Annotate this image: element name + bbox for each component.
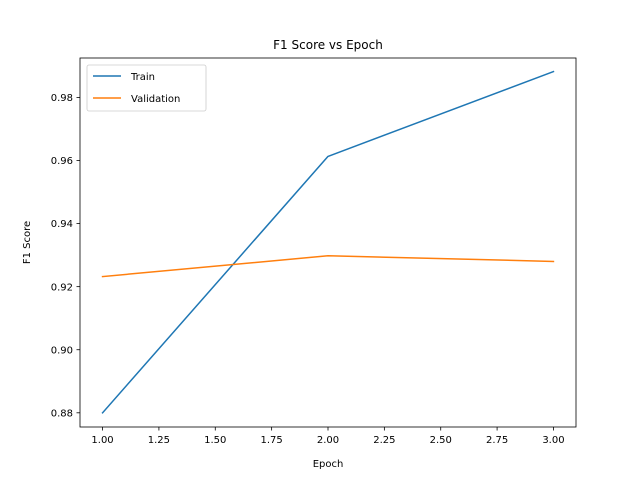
x-tick-label: 2.50 [430, 435, 452, 446]
y-axis-label: F1 Score [22, 221, 33, 264]
y-tick-label: 0.88 [51, 408, 73, 419]
x-tick-label: 1.75 [261, 435, 283, 446]
x-tick-label: 3.00 [542, 435, 564, 446]
legend-entries: Train Validation [93, 72, 180, 105]
x-tick-label: 2.00 [317, 435, 339, 446]
x-tick-label: 1.25 [148, 435, 170, 446]
y-tick-label: 0.92 [51, 282, 73, 293]
legend-label-validation: Validation [131, 94, 180, 105]
x-tick-label: 2.25 [373, 435, 395, 446]
y-tick-label: 0.90 [51, 345, 73, 356]
x-tick-label: 1.00 [91, 435, 113, 446]
y-tick-label: 0.96 [51, 156, 73, 167]
x-axis-label: Epoch [313, 459, 344, 470]
legend-label-train: Train [130, 72, 155, 83]
legend: Train Validation [86, 64, 207, 112]
plot-area [79, 57, 577, 428]
x-axis-ticks: 1.00 1.25 1.50 1.75 2.00 2.25 2.50 2.75 3.00 [91, 427, 565, 446]
y-tick-label: 0.94 [51, 219, 73, 230]
x-tick-label: 1.50 [204, 435, 226, 446]
axes-frame [79, 57, 577, 428]
series-layer [101, 70, 555, 414]
y-axis-ticks: 0.88 0.90 0.92 0.94 0.96 0.98 [51, 93, 80, 419]
chart-title: F1 Score vs Epoch [273, 38, 383, 52]
y-tick-label: 0.98 [51, 93, 73, 104]
x-tick-label: 2.75 [486, 435, 508, 446]
